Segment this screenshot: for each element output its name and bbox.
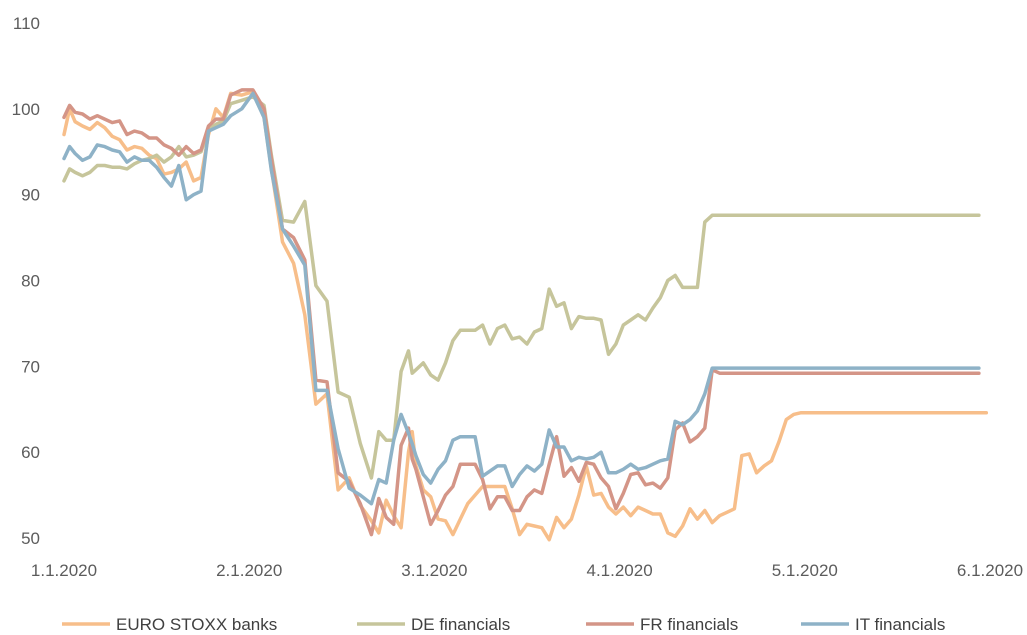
series-line-euro-stoxx-banks: [62, 89, 989, 542]
x-axis-tick-labels: 1.1.2020 2.1.2020 3.1.2020 4.1.2020 5.1.2020…: [31, 561, 1023, 580]
x-tick-label: 3.1.2020: [401, 561, 467, 580]
x-tick-label: 2.1.2020: [216, 561, 282, 580]
y-tick-label: 70: [21, 357, 40, 376]
legend: EURO STOXX banks DE financials FR financia…: [62, 615, 945, 634]
series-line-de-financials: [62, 95, 981, 480]
x-tick-label: 5.1.2020: [772, 561, 838, 580]
y-tick-label: 100: [12, 100, 40, 119]
y-tick-label: 50: [21, 529, 40, 548]
y-tick-label: 80: [21, 272, 40, 291]
x-tick-label: 6.1.2020: [957, 561, 1023, 580]
legend-label: IT financials: [855, 615, 945, 634]
legend-label: DE financials: [411, 615, 510, 634]
series-line-it-financials: [62, 91, 981, 506]
y-tick-label: 60: [21, 443, 40, 462]
legend-label: EURO STOXX banks: [116, 615, 277, 634]
x-tick-label: 1.1.2020: [31, 561, 97, 580]
series-line-fr-financials: [62, 88, 981, 537]
y-tick-label: 90: [21, 186, 40, 205]
series-lines: [62, 88, 989, 542]
legend-label: FR financials: [640, 615, 738, 634]
y-tick-label: 110: [13, 14, 40, 33]
x-tick-label: 4.1.2020: [587, 561, 653, 580]
y-axis-tick-labels: 50 60 70 80 90 100 110: [12, 14, 40, 548]
